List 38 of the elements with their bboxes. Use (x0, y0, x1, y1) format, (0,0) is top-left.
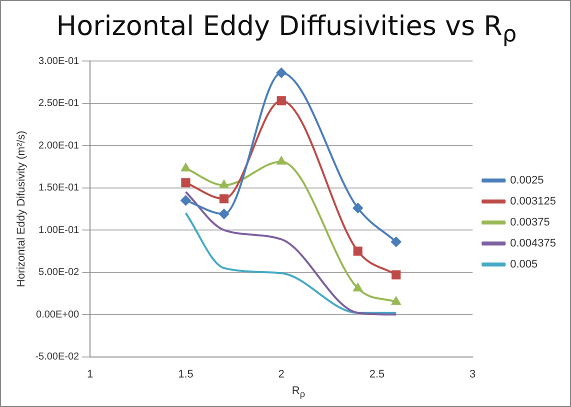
y-tick-label: -5.00E-02 (35, 352, 80, 363)
point (220, 180, 228, 188)
x-tick-label: 2 (278, 368, 284, 380)
point (353, 283, 362, 292)
x-tick-label: 3 (470, 368, 476, 380)
point (353, 246, 362, 256)
legend-label: 0.005 (510, 258, 538, 271)
point (276, 96, 286, 106)
point (276, 156, 286, 165)
y-tick-label: 5.00E-02 (38, 267, 80, 278)
y-tick-label: 1.00E-01 (38, 224, 80, 236)
y-tick-label: 3.00E-01 (38, 56, 80, 67)
legend-label: 0.0025 (510, 174, 544, 187)
legend-label: 0.004375 (510, 238, 556, 250)
legend-label: 0.00375 (510, 216, 550, 229)
point (218, 208, 229, 219)
y-tick-label: 2.50E-01 (38, 98, 80, 110)
x-tick-label: 1 (87, 368, 94, 380)
line-series (184, 212, 398, 314)
x-axis-title: R$_{ρ}$ (290, 385, 306, 400)
point (392, 270, 401, 280)
point (391, 236, 402, 247)
y-tick-label: 1.50E-01 (38, 182, 80, 194)
y-tick-label: 0.00E+00 (36, 309, 80, 320)
y-axis-title: Horizontal Eddy Difusivity (m²/s) (16, 130, 28, 288)
x-tick-label: 1.5 (178, 368, 194, 380)
y-tick-label: 2.00E-01 (38, 140, 80, 152)
point (392, 296, 401, 305)
point (219, 194, 229, 204)
x-tick-label: 2.5 (369, 368, 385, 380)
point (180, 195, 191, 206)
chart-title: Horizontal Eddy Diffusivities vs R$_{ρ}$ (55, 11, 518, 48)
line-series (184, 190, 398, 316)
point (352, 203, 363, 214)
point (276, 68, 286, 78)
point (181, 178, 190, 188)
point (181, 163, 190, 172)
legend-label: 0.003125 (510, 196, 556, 208)
